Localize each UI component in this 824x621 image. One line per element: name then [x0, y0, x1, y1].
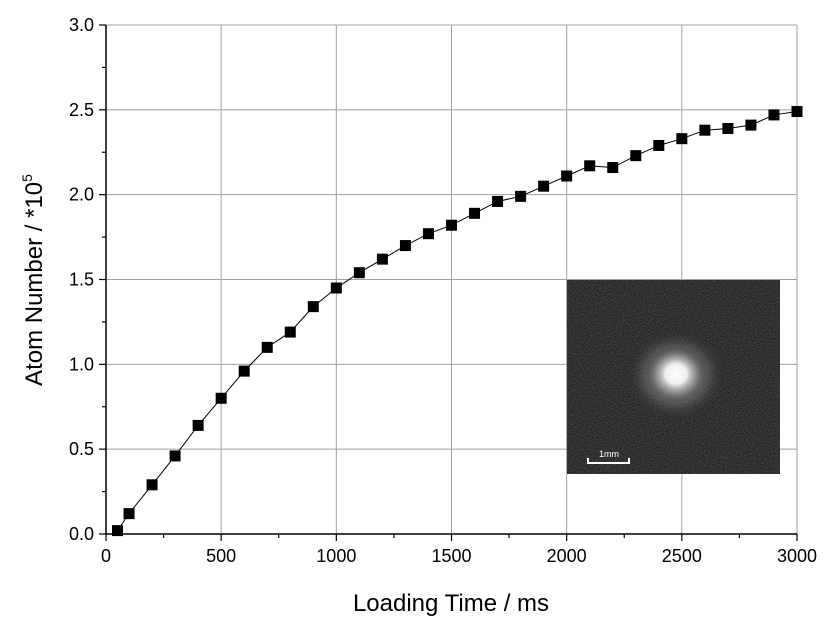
data-series	[112, 106, 803, 537]
data-point	[112, 525, 124, 537]
y-tick-label: 2.5	[69, 100, 94, 120]
data-point	[607, 162, 619, 174]
data-point	[699, 124, 711, 136]
data-point	[745, 119, 757, 131]
data-point	[215, 392, 227, 404]
x-tick-label: 500	[206, 546, 236, 566]
x-tick-label: 0	[101, 546, 111, 566]
data-point	[307, 301, 319, 313]
svg-text:Atom Number / *105: Atom Number / *105	[19, 174, 48, 386]
data-point	[353, 267, 365, 279]
y-axis-label-group: Atom Number / *105	[19, 174, 48, 386]
y-tick-label: 0.0	[69, 524, 94, 544]
data-point	[123, 508, 135, 520]
x-tick-label: 2000	[547, 546, 587, 566]
data-point	[515, 190, 527, 202]
x-tick-label: 3000	[777, 546, 817, 566]
x-tick-label: 1000	[316, 546, 356, 566]
data-point	[768, 109, 780, 121]
inset-image: 1mm	[567, 280, 780, 474]
x-tick-label: 2500	[662, 546, 702, 566]
data-point	[146, 479, 158, 491]
data-point	[791, 106, 803, 118]
y-tick-label: 3.0	[69, 15, 94, 35]
data-point	[538, 180, 550, 192]
data-point	[238, 365, 250, 377]
data-point	[376, 253, 388, 265]
data-point	[469, 207, 481, 219]
data-point	[422, 228, 434, 240]
data-point	[676, 133, 688, 145]
data-point	[653, 139, 665, 151]
y-tick-label: 1.5	[69, 270, 94, 290]
data-point	[630, 150, 642, 162]
data-point	[284, 326, 296, 338]
scale-bar-label: 1mm	[599, 449, 619, 459]
data-point	[584, 160, 596, 172]
data-point	[169, 450, 181, 462]
x-tick-label: 1500	[431, 546, 471, 566]
data-point	[722, 122, 734, 134]
y-tick-label: 1.0	[69, 354, 94, 374]
atom-cloud	[645, 345, 707, 403]
data-point	[261, 341, 273, 353]
data-point	[330, 282, 342, 294]
y-tick-label: 2.0	[69, 185, 94, 205]
x-axis-label: Loading Time / ms	[353, 590, 549, 617]
y-axis-label: Atom Number / *10	[21, 182, 48, 386]
y-axis-label-exponent: 5	[19, 174, 35, 182]
data-point	[492, 195, 504, 207]
axes: 0 500 1000 1500 2000 2500 3000 0.0 0.5 1.0 1.5 2.0 2…	[69, 15, 817, 566]
data-point	[399, 240, 411, 252]
data-point	[561, 170, 573, 182]
data-point	[446, 219, 457, 231]
scale-bar: 1mm	[587, 449, 630, 464]
y-tick-label: 0.5	[69, 439, 94, 459]
data-point	[192, 419, 204, 431]
